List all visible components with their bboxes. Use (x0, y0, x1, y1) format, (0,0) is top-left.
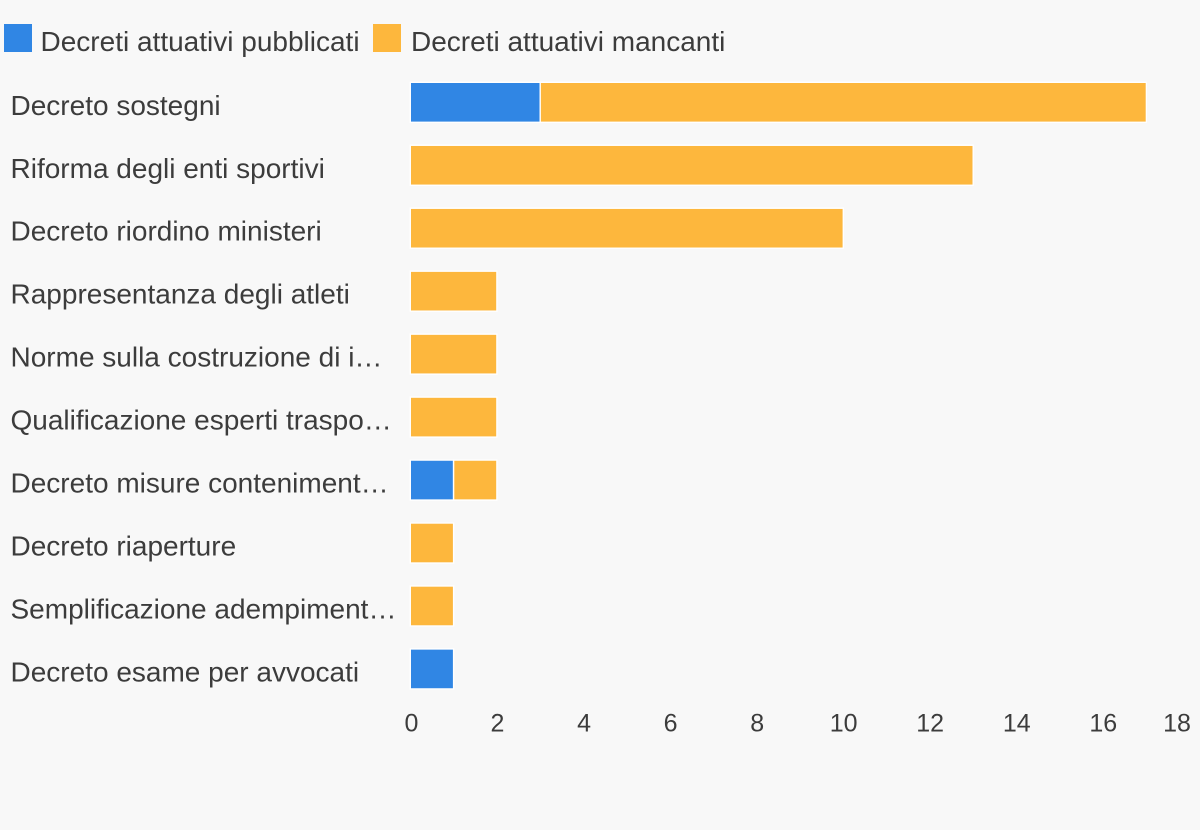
svg-text:18: 18 (1163, 709, 1191, 737)
svg-text:Decreti attuativi mancanti: Decreti attuativi mancanti (411, 26, 725, 57)
svg-text:Decreto sostegni: Decreto sostegni (11, 90, 221, 121)
svg-text:0: 0 (405, 709, 419, 737)
svg-text:Semplificazione adempiment…: Semplificazione adempiment… (11, 593, 397, 624)
svg-text:8: 8 (750, 709, 764, 737)
svg-text:2: 2 (491, 709, 505, 737)
svg-text:Qualificazione esperti traspo…: Qualificazione esperti traspo… (11, 405, 392, 436)
svg-text:Decreti attuativi pubblicati: Decreti attuativi pubblicati (41, 26, 360, 57)
svg-text:Decreto riaperture: Decreto riaperture (11, 531, 237, 562)
svg-text:Riforma degli enti sportivi: Riforma degli enti sportivi (11, 153, 325, 184)
svg-text:Decreto riordino ministeri: Decreto riordino ministeri (11, 216, 322, 247)
svg-text:4: 4 (577, 709, 591, 737)
svg-text:14: 14 (1003, 709, 1031, 737)
svg-text:Norme sulla costruzione di i…: Norme sulla costruzione di i… (11, 342, 383, 373)
svg-text:Decreto misure conteniment…: Decreto misure conteniment… (11, 468, 389, 499)
svg-text:Rappresentanza degli atleti: Rappresentanza degli atleti (11, 279, 350, 310)
svg-text:16: 16 (1089, 709, 1117, 737)
svg-text:6: 6 (664, 709, 678, 737)
svg-text:12: 12 (916, 709, 944, 737)
svg-text:Decreto esame per avvocati: Decreto esame per avvocati (11, 656, 360, 687)
svg-text:10: 10 (830, 709, 858, 737)
